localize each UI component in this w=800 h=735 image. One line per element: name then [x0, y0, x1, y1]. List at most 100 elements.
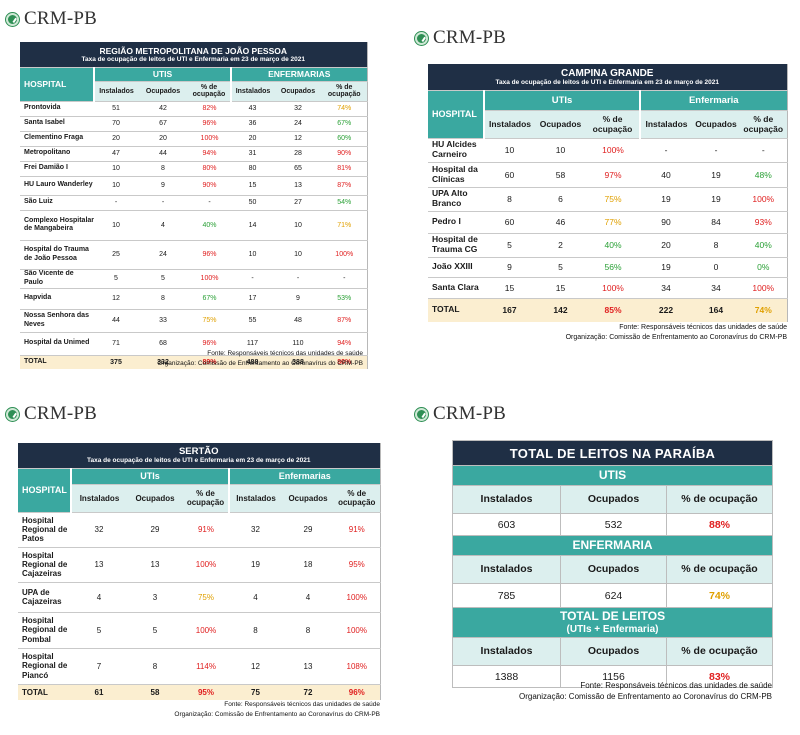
- enf-pct: 100%: [334, 582, 381, 613]
- uti-pct: 94%: [188, 146, 231, 162]
- enf-instalados: 80: [231, 161, 274, 177]
- hospital-name: Hospital do Trauma de João Pessoa: [20, 240, 94, 270]
- cg-total-label: TOTAL: [428, 298, 484, 322]
- hospital-name: Frei Damião I: [20, 161, 94, 177]
- pb-col-pct: % de ocupação: [665, 485, 774, 514]
- uti-ocupados: 2: [535, 233, 586, 258]
- hospital-row: Hospital Regional de Pombal 5 5 100% 8 8 100%: [18, 612, 381, 649]
- crm-pb-logo: CRM-PB: [6, 403, 97, 425]
- hospital-row: UPA de Cajazeiras 4 3 75% 4 4 100%: [18, 582, 381, 613]
- uti-pct: 96%: [188, 116, 231, 132]
- pb-values: 603 532 88%: [452, 513, 774, 536]
- enf-instalados: 14: [231, 210, 274, 241]
- crm-pb-logo: CRM-PB: [415, 403, 506, 425]
- hospital-name: Nossa Senhora das Neves: [20, 309, 94, 333]
- sertao-rows: Hospital Regional de Patos 32 29 91% 32 29 91%…: [18, 512, 381, 685]
- crm-seal-icon: [415, 31, 428, 45]
- uti-instalados: 4: [71, 582, 127, 613]
- uti-pct: 75%: [188, 309, 231, 333]
- cg-total-cell: 142: [535, 298, 586, 322]
- hospital-name: São Vicente de Paulo: [20, 269, 94, 289]
- hospital-row: Hospital Regional de Cajazeiras 13 13 100% 1…: [18, 547, 381, 583]
- uti-instalados: 60: [484, 211, 535, 234]
- jp-total-cell: 488: [231, 355, 274, 369]
- uti-ocupados: 42: [138, 101, 188, 117]
- cg-total-cell: 164: [692, 298, 740, 322]
- enf-instalados: 19: [640, 257, 692, 278]
- hospital-row: Santa Clara 15 15 100% 34 34 100%: [428, 277, 788, 299]
- logo-text: CRM-PB: [433, 27, 507, 48]
- hospital-row: Frei Damião I 10 8 80% 80 65 81%: [20, 161, 368, 177]
- pb-column-headers: Instalados Ocupados% de ocupação: [452, 555, 774, 584]
- uti-ocupados: 15: [535, 277, 586, 299]
- enf-instalados: 117: [231, 332, 274, 356]
- hospital-row: Hospital de Trauma CG 5 2 40% 20 8 40%: [428, 233, 788, 258]
- cg-col-pct: % de ocupação: [740, 110, 788, 139]
- uti-pct: 56%: [586, 257, 640, 278]
- enf-pct: 54%: [322, 195, 368, 211]
- enf-ocupados: 18: [282, 547, 334, 583]
- enf-pct: 0%: [740, 257, 788, 278]
- enf-ocupados: 4: [282, 582, 334, 613]
- logo-text: CRM-PB: [24, 403, 98, 424]
- enf-ocupados: 10: [274, 240, 322, 270]
- uti-ocupados: 13: [127, 547, 183, 583]
- sertao-col-pct: % de ocupação: [183, 484, 229, 513]
- uti-pct: 80%: [188, 161, 231, 177]
- hospital-row: Hospital da Clínicas 60 58 97% 40 19 48%: [428, 162, 788, 188]
- uti-pct: 75%: [183, 582, 229, 613]
- enf-pct: 100%: [740, 187, 788, 212]
- pb-pct: 88%: [665, 513, 774, 536]
- jp-total-cell: 388: [274, 355, 322, 369]
- pb-total-table: TOTAL DE LEITOS NA PARAÍBA UTIS Instalado…: [451, 440, 774, 688]
- sertao-enf-header: Enfermarias: [227, 468, 381, 485]
- uti-ocupados: 8: [127, 648, 183, 685]
- sertao-total-pct: 96%: [334, 684, 381, 700]
- uti-pct: 82%: [188, 101, 231, 117]
- jp-total-pct: 89%: [188, 355, 231, 369]
- hospital-name: Hospital Regional de Cajazeiras: [18, 547, 71, 583]
- pb-fonte: Fonte: Responsáveis técnicos das unidade…: [580, 681, 772, 690]
- jp-total-cell: 332: [138, 355, 188, 369]
- uti-ocupados: 29: [127, 512, 183, 548]
- enf-pct: 48%: [740, 162, 788, 188]
- cg-col-instalados: Instalados: [484, 110, 535, 139]
- jp-subtitle: Taxa de ocupação de leitos de UTI e Enfe…: [81, 55, 306, 63]
- pb-section-label: TOTAL DE LEITOS (UTIs + Enfermaria): [451, 607, 774, 638]
- hospital-name: João XXIII: [428, 257, 484, 278]
- cg-org: Organização: Comissão de Enfrentamento a…: [565, 334, 787, 341]
- uti-pct: 100%: [188, 269, 231, 289]
- enf-ocupados: 48: [274, 309, 322, 333]
- cg-footnote: Fonte: Responsáveis técnicos das unidade…: [428, 323, 787, 343]
- pb-col-ocupados: Ocupados: [560, 637, 667, 666]
- uti-ocupados: 44: [138, 146, 188, 162]
- enf-ocupados: 34: [692, 277, 740, 299]
- uti-instalados: 10: [484, 138, 535, 163]
- hospital-row: Santa Isabel 70 67 96% 36 24 67%: [20, 116, 368, 132]
- uti-instalados: -: [94, 195, 138, 211]
- enf-ocupados: 9: [274, 288, 322, 310]
- cg-rows: HU Alcides Carneiro 10 10 100% - - - Hospital d…: [428, 138, 788, 299]
- cg-col-instalados: Instalados: [639, 110, 692, 139]
- enf-pct: 93%: [740, 211, 788, 234]
- enf-instalados: 34: [640, 277, 692, 299]
- enf-ocupados: 10: [274, 210, 322, 241]
- jp-total-cell: 375: [94, 355, 138, 369]
- enf-pct: 81%: [322, 161, 368, 177]
- cg-col-ocupados: Ocupados: [692, 110, 740, 139]
- enf-instalados: 36: [231, 116, 274, 132]
- enf-pct: 60%: [322, 131, 368, 147]
- crm-pb-logo: CRM-PB: [6, 8, 97, 30]
- pb-col-ocupados: Ocupados: [560, 555, 667, 584]
- enf-instalados: 55: [231, 309, 274, 333]
- jp-fonte: Fonte: Responsáveis técnicos das unidade…: [207, 350, 363, 357]
- hospital-name: Hapvida: [20, 288, 94, 310]
- enf-pct: -: [740, 138, 788, 163]
- jp-enf-header: ENFERMARIAS: [229, 67, 368, 82]
- uti-ocupados: 3: [127, 582, 183, 613]
- enf-ocupados: 8: [692, 233, 740, 258]
- sertao-hospital-header: HOSPITAL: [18, 468, 72, 513]
- sertao-col-instalados: Instalados: [228, 484, 282, 513]
- sertao-total-label: TOTAL: [18, 684, 71, 700]
- uti-ocupados: 46: [535, 211, 586, 234]
